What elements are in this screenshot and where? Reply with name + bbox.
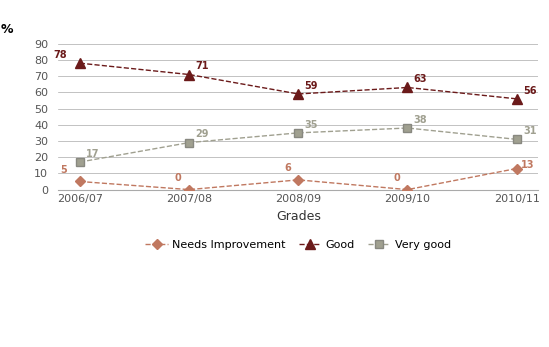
Text: %: % xyxy=(1,23,13,36)
Text: 17: 17 xyxy=(86,149,100,159)
Text: 5: 5 xyxy=(60,165,67,175)
Text: 78: 78 xyxy=(53,50,67,60)
Text: 38: 38 xyxy=(414,115,427,125)
Text: 31: 31 xyxy=(523,126,536,136)
X-axis label: Grades: Grades xyxy=(276,210,321,223)
Text: 35: 35 xyxy=(305,120,318,130)
Legend: Needs Improvement, Good, Very good: Needs Improvement, Good, Very good xyxy=(141,235,456,254)
Text: 59: 59 xyxy=(305,81,318,91)
Text: 6: 6 xyxy=(284,163,290,174)
Text: 0: 0 xyxy=(393,173,400,183)
Text: 71: 71 xyxy=(195,61,209,71)
Text: 56: 56 xyxy=(523,86,536,95)
Text: 13: 13 xyxy=(521,160,534,170)
Text: 0: 0 xyxy=(175,173,182,183)
Text: 29: 29 xyxy=(195,129,209,139)
Text: 63: 63 xyxy=(414,74,427,84)
